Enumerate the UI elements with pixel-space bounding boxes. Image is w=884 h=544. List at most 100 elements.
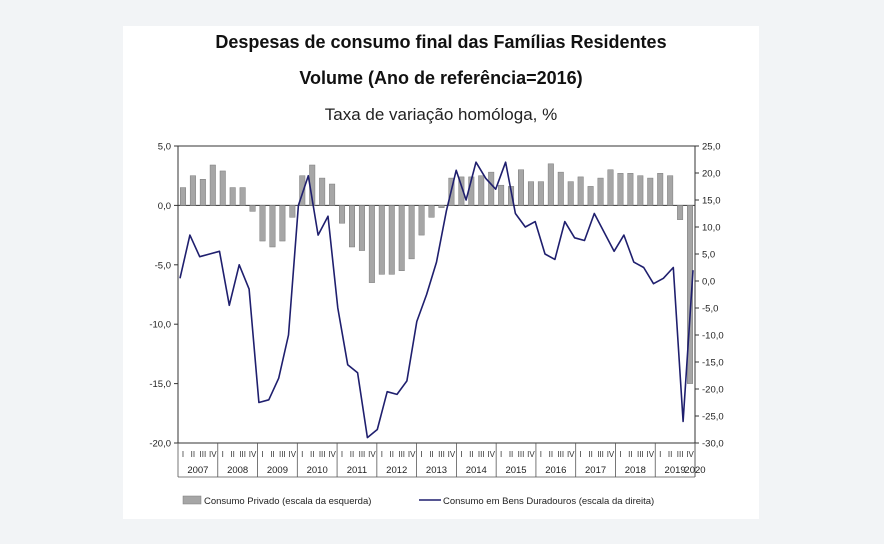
consumo-privado-bar bbox=[547, 163, 554, 206]
quarter-label: III bbox=[637, 450, 644, 459]
consumo-privado-bar bbox=[339, 205, 346, 224]
quarter-label: I bbox=[381, 450, 383, 459]
bens-duradouros-line bbox=[179, 161, 694, 439]
quarter-label: II bbox=[509, 450, 513, 459]
consumo-privado-bar bbox=[508, 186, 515, 206]
quarter-label: III bbox=[359, 450, 366, 459]
quarter-label: IV bbox=[646, 450, 654, 459]
quarter-label: II bbox=[549, 450, 553, 459]
right-axis-tick-label: 10,0 bbox=[702, 223, 721, 234]
consumo-privado-bar bbox=[657, 173, 664, 206]
quarter-label: I bbox=[222, 450, 224, 459]
consumo-privado-bar bbox=[438, 205, 445, 209]
consumo-privado-bar bbox=[368, 205, 375, 283]
quarter-label: II bbox=[230, 450, 234, 459]
left-axis-tick-label: 0,0 bbox=[158, 201, 171, 212]
consumo-privado-bar bbox=[249, 205, 256, 212]
consumo-privado-bar bbox=[378, 205, 385, 275]
legend-line-label: Consumo em Bens Duradouros (escala da di… bbox=[443, 496, 654, 507]
year-label: 2008 bbox=[227, 465, 248, 476]
quarter-label: I bbox=[659, 450, 661, 459]
consumo-privado-bar bbox=[687, 205, 694, 384]
quarter-label: III bbox=[398, 450, 405, 459]
quarter-label: IV bbox=[209, 450, 217, 459]
quarter-label: II bbox=[191, 450, 195, 459]
quarter-label: IV bbox=[607, 450, 615, 459]
consumo-privado-bar bbox=[388, 205, 395, 275]
consumo-privado-bar bbox=[597, 177, 604, 206]
consumo-privado-bar bbox=[299, 175, 306, 206]
consumo-privado-bar bbox=[289, 205, 296, 218]
quarter-label: III bbox=[319, 450, 326, 459]
left-axis-tick-label: 5,0 bbox=[158, 142, 171, 153]
quarter-label: II bbox=[429, 450, 433, 459]
year-label: 2018 bbox=[625, 465, 646, 476]
quarter-label: I bbox=[341, 450, 343, 459]
consumo-privado-bar bbox=[179, 187, 186, 206]
year-label: 2012 bbox=[386, 465, 407, 476]
consumo-privado-bar bbox=[209, 164, 216, 206]
consumo-privado-bar bbox=[537, 181, 544, 206]
consumo-privado-bar bbox=[458, 176, 465, 206]
plot-frame bbox=[177, 145, 696, 444]
quarter-label: III bbox=[438, 450, 445, 459]
year-label: 2016 bbox=[545, 465, 566, 476]
right-axis-tick-label: -5,0 bbox=[702, 304, 718, 315]
consumo-privado-bar bbox=[518, 169, 524, 206]
legend-bar-label: Consumo Privado (escala da esquerda) bbox=[204, 496, 371, 507]
quarter-label: I bbox=[460, 450, 462, 459]
consumo-privado-bar bbox=[189, 175, 196, 206]
right-axis-tick-label: -20,0 bbox=[702, 385, 724, 396]
right-axis-tick-label: 5,0 bbox=[702, 250, 715, 261]
right-axis-tick-label: 25,0 bbox=[702, 142, 721, 153]
year-label: 2009 bbox=[267, 465, 288, 476]
consumo-privado-bar bbox=[627, 173, 634, 206]
left-axis-tick-label: -15,0 bbox=[149, 379, 171, 390]
quarter-label: II bbox=[350, 450, 354, 459]
quarter-label: I bbox=[261, 450, 263, 459]
consumo-privado-bar bbox=[577, 176, 584, 206]
chart-caption: Taxa de variação homóloga, % bbox=[324, 105, 558, 124]
consumo-privado-bar bbox=[587, 186, 594, 206]
consumo-privado-bar bbox=[358, 205, 365, 251]
chart-subtitle: Volume (Ano de referência=2016) bbox=[299, 68, 583, 88]
consumo-privado-bar bbox=[269, 205, 276, 248]
chart-title: Despesas de consumo final das Famílias R… bbox=[215, 32, 667, 52]
quarter-label: IV bbox=[686, 450, 694, 459]
right-axis-tick-label: -15,0 bbox=[702, 358, 724, 369]
right-axis-tick-label: 20,0 bbox=[702, 169, 721, 180]
consumo-privado-bar bbox=[349, 205, 355, 248]
quarter-label: III bbox=[279, 450, 286, 459]
consumo-privado-bar bbox=[219, 170, 226, 206]
right-axis-tick-label: -30,0 bbox=[702, 439, 724, 450]
consumo-privado-bar bbox=[398, 205, 405, 271]
consumo-privado-bar bbox=[677, 205, 684, 220]
consumo-privado-bar bbox=[607, 169, 614, 206]
left-axis-tick-label: -20,0 bbox=[149, 439, 171, 450]
quarter-label: I bbox=[580, 450, 582, 459]
quarter-label: III bbox=[597, 450, 604, 459]
quarter-label: III bbox=[478, 450, 485, 459]
year-label: 2017 bbox=[585, 465, 606, 476]
consumo-privado-bar bbox=[229, 187, 236, 206]
year-label: 2010 bbox=[307, 465, 328, 476]
year-label: 2007 bbox=[187, 465, 208, 476]
consumo-privado-bar bbox=[329, 183, 336, 206]
quarter-label: III bbox=[239, 450, 246, 459]
consumo-privado-bar bbox=[418, 205, 425, 236]
left-axis-tick-label: -5,0 bbox=[155, 260, 171, 271]
consumo-privado-bar bbox=[199, 179, 206, 206]
quarter-label: IV bbox=[408, 450, 416, 459]
consumo-privado-bar bbox=[557, 171, 564, 206]
quarter-label: II bbox=[390, 450, 394, 459]
consumo-privado-bar bbox=[647, 177, 654, 206]
consumo-privado-bar bbox=[667, 175, 674, 206]
legend-bar-swatch bbox=[182, 495, 202, 505]
quarter-label: II bbox=[270, 450, 274, 459]
quarter-label: IV bbox=[368, 450, 376, 459]
quarter-label: I bbox=[540, 450, 542, 459]
quarter-label: I bbox=[420, 450, 422, 459]
quarter-label: II bbox=[628, 450, 632, 459]
consumo-privado-bar bbox=[567, 181, 574, 206]
quarter-label: I bbox=[619, 450, 621, 459]
